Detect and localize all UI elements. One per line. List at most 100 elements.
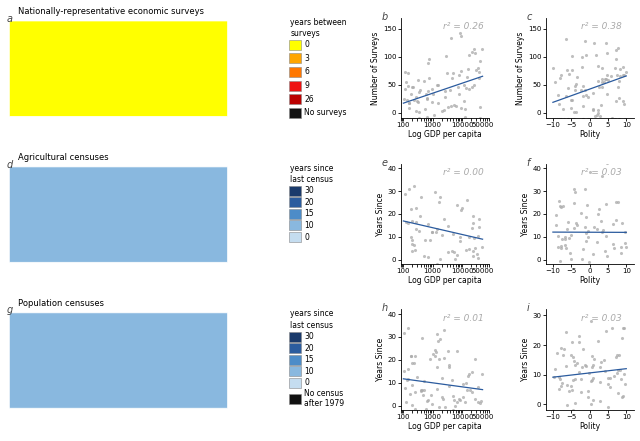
Point <box>592 225 602 232</box>
Point <box>456 32 467 39</box>
Point <box>448 406 458 413</box>
Point <box>424 75 435 82</box>
Point <box>471 66 481 73</box>
Text: r² = 0.01: r² = 0.01 <box>443 314 484 322</box>
Point <box>467 389 477 396</box>
Point <box>577 363 588 370</box>
Point <box>613 198 623 206</box>
Point <box>602 160 612 167</box>
FancyBboxPatch shape <box>289 40 301 50</box>
Point <box>561 265 572 272</box>
Text: g: g <box>6 306 13 315</box>
Point <box>582 387 593 394</box>
Point <box>599 357 609 364</box>
Point <box>599 78 609 86</box>
Point <box>404 99 414 106</box>
Point <box>620 240 630 247</box>
Point <box>566 265 577 272</box>
Point <box>610 64 620 71</box>
Point <box>424 265 434 272</box>
Point <box>611 56 621 63</box>
Point <box>577 388 587 395</box>
Point <box>474 216 484 223</box>
Point <box>580 186 590 193</box>
Point <box>435 336 445 343</box>
Text: years between
surveys: years between surveys <box>291 18 347 38</box>
Point <box>460 97 470 104</box>
Point <box>606 73 616 80</box>
Point <box>563 116 573 123</box>
Point <box>406 247 417 254</box>
Point <box>470 49 481 56</box>
Point <box>410 116 420 123</box>
Point <box>460 116 470 123</box>
Point <box>403 69 413 76</box>
Point <box>444 364 454 371</box>
Point <box>595 217 605 224</box>
Point <box>450 403 460 410</box>
Point <box>589 412 600 419</box>
Point <box>568 407 578 414</box>
Point <box>448 392 458 399</box>
FancyBboxPatch shape <box>289 220 301 231</box>
Point <box>445 158 456 165</box>
Point <box>556 75 566 82</box>
Point <box>434 404 444 411</box>
Point <box>568 224 579 232</box>
Point <box>422 113 433 120</box>
Point <box>580 87 591 94</box>
X-axis label: Polity: Polity <box>579 276 600 285</box>
Point <box>409 359 419 366</box>
Point <box>556 71 566 78</box>
Text: h: h <box>381 303 387 314</box>
Point <box>566 383 577 390</box>
Point <box>421 96 431 103</box>
Point <box>614 95 624 102</box>
Point <box>563 66 573 73</box>
Point <box>455 396 465 404</box>
Point <box>472 251 482 258</box>
Point <box>420 155 430 162</box>
Point <box>467 49 477 56</box>
Point <box>429 347 440 354</box>
Point <box>600 367 610 374</box>
Point <box>406 381 417 388</box>
Point <box>554 374 564 381</box>
Point <box>552 92 563 99</box>
Point <box>462 265 472 272</box>
Text: r² = 0.00: r² = 0.00 <box>443 168 484 176</box>
Point <box>557 105 568 112</box>
Point <box>470 396 481 403</box>
Point <box>582 116 593 123</box>
Point <box>454 71 465 78</box>
Point <box>406 233 416 240</box>
Point <box>470 355 480 363</box>
Point <box>566 255 577 262</box>
Text: r² = 0.26: r² = 0.26 <box>443 22 484 31</box>
Point <box>447 69 458 76</box>
FancyBboxPatch shape <box>289 186 301 196</box>
Point <box>475 57 485 64</box>
Point <box>408 116 418 123</box>
Point <box>577 116 588 123</box>
Text: i: i <box>526 303 529 314</box>
Point <box>617 9 627 16</box>
Point <box>593 77 603 84</box>
Point <box>427 229 437 236</box>
Point <box>612 71 622 78</box>
Point <box>593 210 604 217</box>
Point <box>406 90 416 97</box>
Point <box>568 116 579 123</box>
Point <box>592 239 602 246</box>
Point <box>566 53 577 60</box>
FancyBboxPatch shape <box>289 355 301 365</box>
Point <box>577 53 587 60</box>
Text: e: e <box>381 157 387 168</box>
Point <box>433 337 444 344</box>
Point <box>556 245 566 252</box>
Point <box>405 116 415 123</box>
Point <box>415 411 426 418</box>
Point <box>467 248 477 255</box>
Point <box>428 401 438 408</box>
FancyBboxPatch shape <box>10 21 228 116</box>
